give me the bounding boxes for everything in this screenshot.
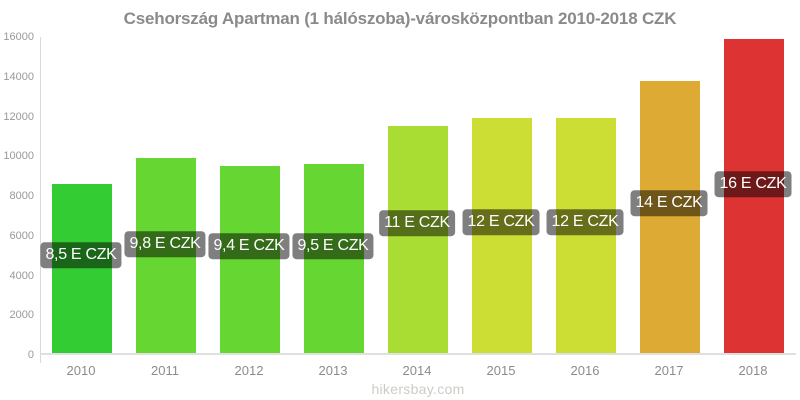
- chart-title: Csehország Apartman (1 hálószoba)-városk…: [123, 9, 677, 28]
- x-tick-label-2010: 2010: [66, 363, 96, 378]
- y-tick-label: 14000: [3, 70, 34, 83]
- x-tick-label-2013: 2013: [318, 363, 348, 378]
- x-tick-label-2012: 2012: [234, 363, 264, 378]
- bar-2015[interactable]: [472, 118, 532, 353]
- bar-value-label-2017: 14 E CZK: [630, 190, 708, 216]
- bar-value-label-2016: 12 E CZK: [546, 209, 624, 235]
- bar-2016[interactable]: [556, 118, 616, 353]
- x-tick-label-2014: 2014: [402, 363, 432, 378]
- x-tick-label-2016: 2016: [570, 363, 600, 378]
- bar-2014[interactable]: [388, 126, 448, 353]
- bar-value-label-2011: 9,8 E CZK: [124, 231, 206, 257]
- bar-2017[interactable]: [640, 81, 700, 353]
- y-tick-label: 10000: [3, 150, 34, 163]
- x-tick-label-2017: 2017: [654, 363, 684, 378]
- bar-2012[interactable]: [220, 166, 280, 353]
- y-tick-label: 4000: [9, 269, 34, 282]
- x-tick-label-2018: 2018: [738, 363, 768, 378]
- bar-value-label-2010: 8,5 E CZK: [40, 242, 122, 268]
- y-tick-label: 8000: [9, 190, 34, 202]
- y-tick-label: 6000: [9, 229, 34, 242]
- bar-value-label-2012: 9,4 E CZK: [208, 233, 290, 259]
- bar-value-label-2014: 11 E CZK: [379, 210, 455, 236]
- bar-value-label-2018: 16 E CZK: [714, 171, 792, 197]
- y-tick-label: 2000: [9, 309, 34, 322]
- y-tick-label: 16000: [3, 31, 34, 43]
- y-tick-label: 0: [27, 349, 34, 361]
- x-tick-label-2015: 2015: [486, 363, 516, 378]
- bar-value-label-2015: 12 E CZK: [462, 209, 540, 235]
- bar-2010[interactable]: [52, 184, 112, 353]
- bar-value-label-2013: 9,5 E CZK: [292, 233, 374, 259]
- x-axis-origin-tick: [40, 355, 41, 363]
- x-tick-label-2011: 2011: [151, 363, 179, 378]
- watermark: hikersbay.com: [371, 381, 465, 397]
- y-tick-label: 12000: [3, 110, 34, 123]
